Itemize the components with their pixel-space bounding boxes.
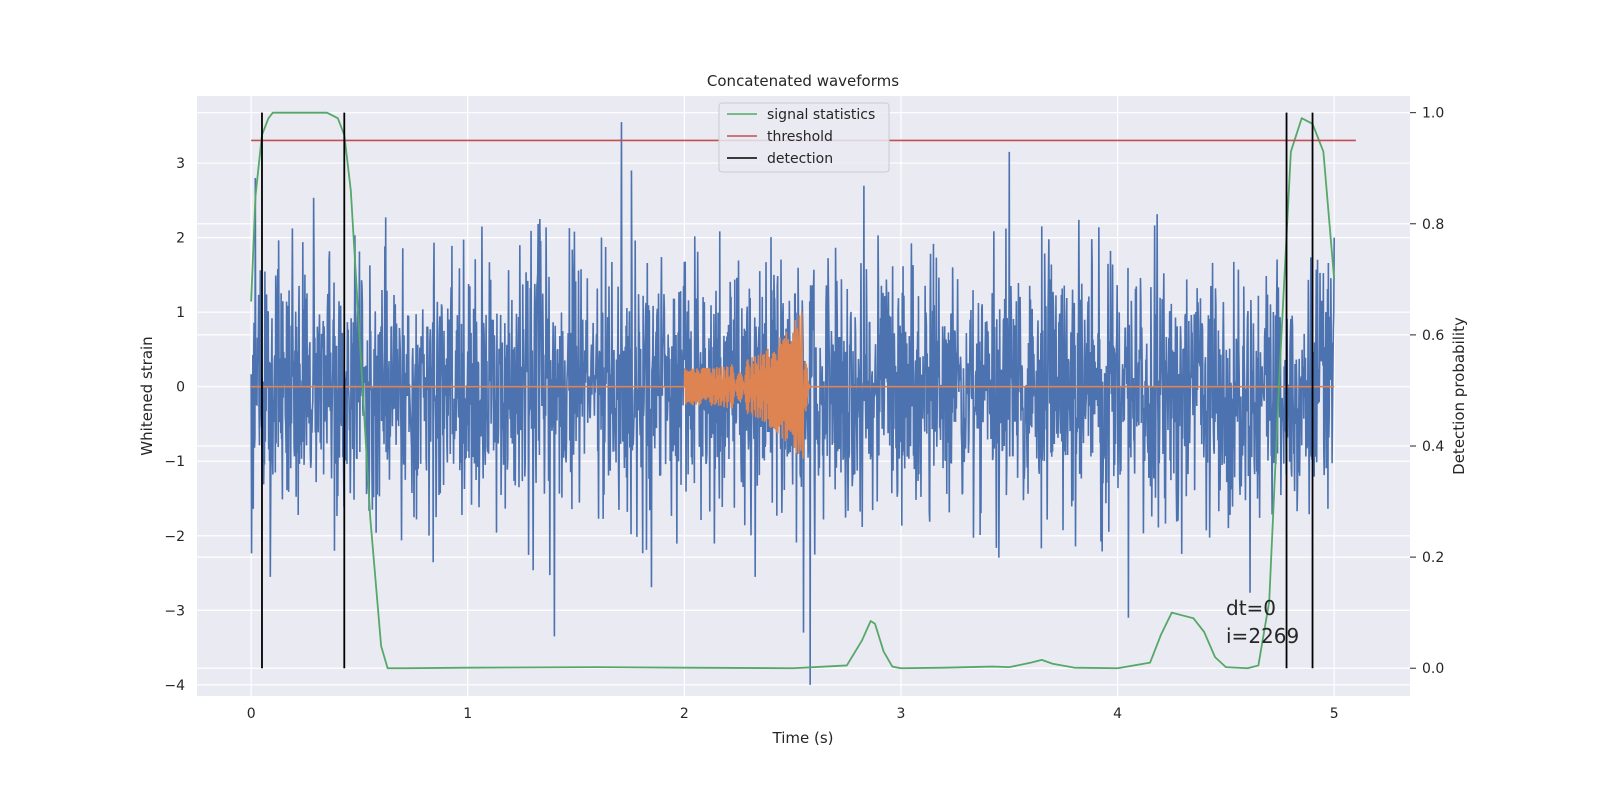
chart-title: Concatenated waveforms bbox=[707, 72, 899, 90]
y-axis-label-left: Whitened strain bbox=[138, 336, 156, 455]
x-tick-label-5: 5 bbox=[1330, 706, 1339, 722]
x-tick-label-0: 0 bbox=[247, 706, 256, 722]
strain-noise-line bbox=[250, 122, 1335, 685]
y-left-tick-label-1: −3 bbox=[164, 603, 185, 619]
y-axis-label-right: Detection probability bbox=[1450, 317, 1468, 475]
y-left-tick-label-7: 3 bbox=[176, 156, 185, 172]
x-tick-label-1: 1 bbox=[463, 706, 472, 722]
y-left-tick-label-3: −1 bbox=[164, 454, 185, 470]
y-left-tick-label-0: −4 bbox=[164, 678, 185, 694]
x-tick-label-4: 4 bbox=[1113, 706, 1122, 722]
legend: signal statistics threshold detection bbox=[718, 102, 890, 173]
y-right-tick-label-1: 0.2 bbox=[1422, 550, 1444, 566]
annotation-dt: dt=0 bbox=[1226, 596, 1276, 620]
y-left-tick-label-6: 2 bbox=[176, 231, 185, 247]
y-right-tick-label-0: 0.0 bbox=[1422, 661, 1444, 677]
y-right-tick-label-5: 1.0 bbox=[1422, 106, 1444, 122]
legend-box bbox=[718, 102, 890, 173]
strain-layer bbox=[250, 122, 1335, 685]
x-tick-label-2: 2 bbox=[680, 706, 689, 722]
x-tick-labels: 0 1 2 3 4 5 bbox=[247, 706, 1339, 722]
y-right-tick-labels: 0.0 0.2 0.4 0.6 0.8 1.0 bbox=[1410, 106, 1444, 677]
x-axis-label: Time (s) bbox=[772, 729, 834, 747]
y-left-tick-labels: −4 −3 −2 −1 0 1 2 3 bbox=[164, 156, 185, 694]
y-right-tick-label-2: 0.4 bbox=[1422, 439, 1444, 455]
y-left-tick-label-5: 1 bbox=[176, 305, 185, 321]
x-tick-label-3: 3 bbox=[897, 706, 906, 722]
signal-statistics-line bbox=[250, 111, 1336, 670]
waveform-layer bbox=[251, 311, 1335, 459]
y-right-tick-label-3: 0.6 bbox=[1422, 328, 1444, 344]
y-left-tick-label-4: 0 bbox=[176, 380, 185, 396]
injected-waveform-line bbox=[251, 311, 1335, 459]
legend-label-signal-statistics: signal statistics bbox=[767, 107, 875, 123]
legend-label-threshold: threshold bbox=[767, 129, 833, 145]
y-left-tick-label-2: −2 bbox=[164, 529, 185, 545]
annotation-index: i=2269 bbox=[1226, 624, 1299, 648]
legend-label-detection: detection bbox=[767, 151, 833, 167]
y-right-tick-label-4: 0.8 bbox=[1422, 217, 1444, 233]
